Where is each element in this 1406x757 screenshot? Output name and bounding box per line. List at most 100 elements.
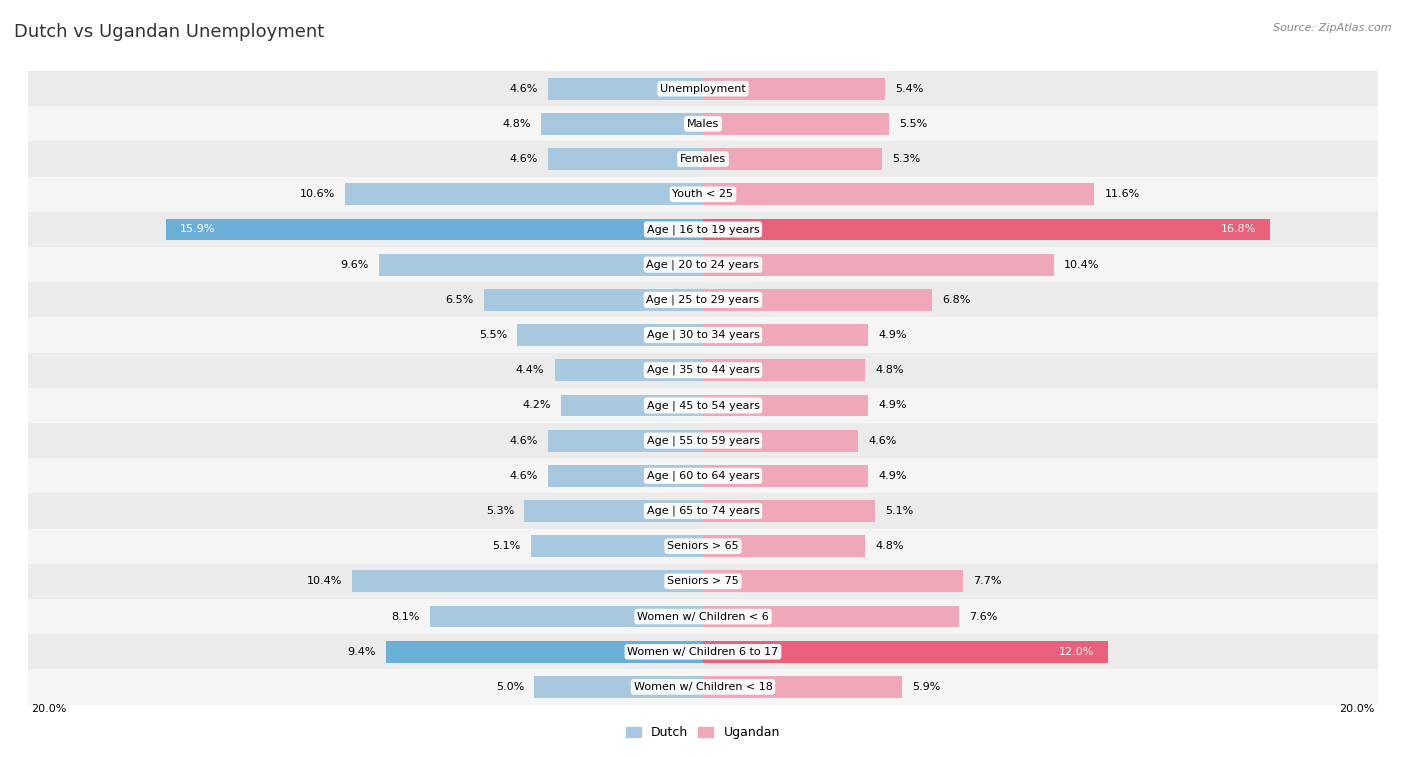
Bar [548, 78, 703, 100]
Bar [561, 394, 703, 416]
Bar [28, 212, 1378, 247]
Text: 7.6%: 7.6% [970, 612, 998, 621]
Bar [166, 219, 703, 241]
Text: Age | 35 to 44 years: Age | 35 to 44 years [647, 365, 759, 375]
Bar [430, 606, 703, 628]
Text: 7.7%: 7.7% [973, 576, 1001, 587]
Bar [703, 254, 1054, 276]
Text: Age | 60 to 64 years: Age | 60 to 64 years [647, 471, 759, 481]
Bar [703, 676, 903, 698]
Bar [703, 394, 869, 416]
Text: Age | 25 to 29 years: Age | 25 to 29 years [647, 294, 759, 305]
Bar [28, 247, 1378, 282]
Text: 4.9%: 4.9% [879, 400, 907, 410]
Bar [28, 282, 1378, 317]
Text: 4.2%: 4.2% [523, 400, 551, 410]
Text: 5.0%: 5.0% [496, 682, 524, 692]
Text: 6.5%: 6.5% [446, 295, 474, 305]
Text: Age | 45 to 54 years: Age | 45 to 54 years [647, 400, 759, 411]
Bar [517, 324, 703, 346]
Text: Women w/ Children 6 to 17: Women w/ Children 6 to 17 [627, 646, 779, 657]
Bar [703, 113, 889, 135]
Bar [703, 500, 875, 522]
Text: Seniors > 65: Seniors > 65 [668, 541, 738, 551]
Text: 16.8%: 16.8% [1220, 225, 1257, 235]
Text: 4.6%: 4.6% [509, 154, 537, 164]
Bar [346, 183, 703, 205]
Bar [28, 458, 1378, 494]
Bar [703, 430, 858, 451]
Bar [703, 571, 963, 592]
Text: 11.6%: 11.6% [1105, 189, 1140, 199]
Text: 4.6%: 4.6% [869, 435, 897, 446]
Bar [28, 353, 1378, 388]
Bar [548, 148, 703, 170]
Bar [28, 669, 1378, 705]
Bar [28, 71, 1378, 106]
Text: Women w/ Children < 18: Women w/ Children < 18 [634, 682, 772, 692]
Text: Age | 55 to 59 years: Age | 55 to 59 years [647, 435, 759, 446]
Bar [703, 465, 869, 487]
Bar [28, 528, 1378, 564]
Text: 20.0%: 20.0% [1339, 704, 1375, 714]
Text: Dutch vs Ugandan Unemployment: Dutch vs Ugandan Unemployment [14, 23, 325, 41]
Bar [28, 564, 1378, 599]
Text: 4.8%: 4.8% [502, 119, 531, 129]
Bar [703, 78, 886, 100]
Text: 10.6%: 10.6% [299, 189, 335, 199]
Text: 9.4%: 9.4% [347, 646, 375, 657]
Text: 8.1%: 8.1% [391, 612, 419, 621]
Text: Youth < 25: Youth < 25 [672, 189, 734, 199]
Bar [703, 641, 1108, 662]
Text: 5.9%: 5.9% [912, 682, 941, 692]
Text: Unemployment: Unemployment [661, 84, 745, 94]
Bar [28, 494, 1378, 528]
Text: 9.6%: 9.6% [340, 260, 368, 269]
Text: Source: ZipAtlas.com: Source: ZipAtlas.com [1274, 23, 1392, 33]
Bar [703, 535, 865, 557]
Text: 5.5%: 5.5% [479, 330, 508, 340]
Text: Males: Males [688, 119, 718, 129]
Bar [541, 113, 703, 135]
Text: Age | 16 to 19 years: Age | 16 to 19 years [647, 224, 759, 235]
Bar [703, 148, 882, 170]
Text: Age | 30 to 34 years: Age | 30 to 34 years [647, 330, 759, 341]
Bar [28, 142, 1378, 176]
Text: 4.6%: 4.6% [509, 471, 537, 481]
Text: 6.8%: 6.8% [942, 295, 972, 305]
Text: 4.4%: 4.4% [516, 365, 544, 375]
Text: Seniors > 75: Seniors > 75 [666, 576, 740, 587]
Bar [28, 423, 1378, 458]
Bar [380, 254, 703, 276]
Bar [703, 289, 932, 311]
Bar [703, 219, 1270, 241]
Bar [548, 465, 703, 487]
Bar [703, 606, 959, 628]
Bar [703, 324, 869, 346]
Bar [28, 176, 1378, 212]
Text: 10.4%: 10.4% [307, 576, 342, 587]
Bar [554, 360, 703, 381]
Bar [524, 500, 703, 522]
Text: 5.1%: 5.1% [492, 541, 520, 551]
Bar [28, 634, 1378, 669]
Bar [534, 676, 703, 698]
Text: 5.5%: 5.5% [898, 119, 927, 129]
Bar [484, 289, 703, 311]
Text: Age | 20 to 24 years: Age | 20 to 24 years [647, 260, 759, 270]
Bar [531, 535, 703, 557]
Bar [28, 388, 1378, 423]
Bar [703, 183, 1094, 205]
Text: 5.1%: 5.1% [886, 506, 914, 516]
Bar [548, 430, 703, 451]
Text: Females: Females [681, 154, 725, 164]
Text: 4.9%: 4.9% [879, 471, 907, 481]
Text: 4.9%: 4.9% [879, 330, 907, 340]
Bar [28, 106, 1378, 142]
Text: Women w/ Children < 6: Women w/ Children < 6 [637, 612, 769, 621]
Text: 20.0%: 20.0% [31, 704, 67, 714]
Legend: Dutch, Ugandan: Dutch, Ugandan [621, 721, 785, 744]
Text: 4.8%: 4.8% [875, 365, 904, 375]
Text: 12.0%: 12.0% [1059, 646, 1094, 657]
Text: 4.8%: 4.8% [875, 541, 904, 551]
